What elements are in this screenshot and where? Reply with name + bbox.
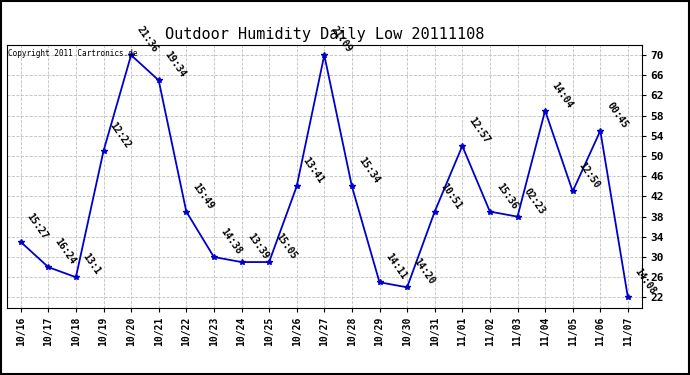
Text: 14:11: 14:11 [384,252,408,282]
Text: 14:38: 14:38 [218,226,243,256]
Text: 15:05: 15:05 [273,231,298,261]
Text: 15:34: 15:34 [356,156,381,186]
Text: 02:23: 02:23 [522,186,546,216]
Text: 19:34: 19:34 [163,50,188,80]
Text: 10:51: 10:51 [439,181,464,211]
Text: 15:49: 15:49 [190,181,215,211]
Text: 15:36: 15:36 [494,181,519,211]
Text: 21:36: 21:36 [135,24,160,54]
Text: 13:39: 13:39 [246,231,270,261]
Text: 13:41: 13:41 [301,156,326,186]
Text: 14:08: 14:08 [632,267,657,297]
Text: 13:1: 13:1 [80,252,101,276]
Text: 00:45: 00:45 [604,100,629,130]
Text: 12:22: 12:22 [108,120,132,150]
Text: 12:50: 12:50 [577,161,602,190]
Text: 15:27: 15:27 [25,211,50,241]
Text: 14:20: 14:20 [411,257,436,286]
Text: 21:09: 21:09 [328,24,353,54]
Text: 16:24: 16:24 [52,237,77,266]
Title: Outdoor Humidity Daily Low 20111108: Outdoor Humidity Daily Low 20111108 [165,27,484,42]
Text: 12:57: 12:57 [466,116,491,145]
Text: Copyright 2011 Cartronics.de: Copyright 2011 Cartronics.de [8,49,137,58]
Text: 14:04: 14:04 [549,80,574,110]
